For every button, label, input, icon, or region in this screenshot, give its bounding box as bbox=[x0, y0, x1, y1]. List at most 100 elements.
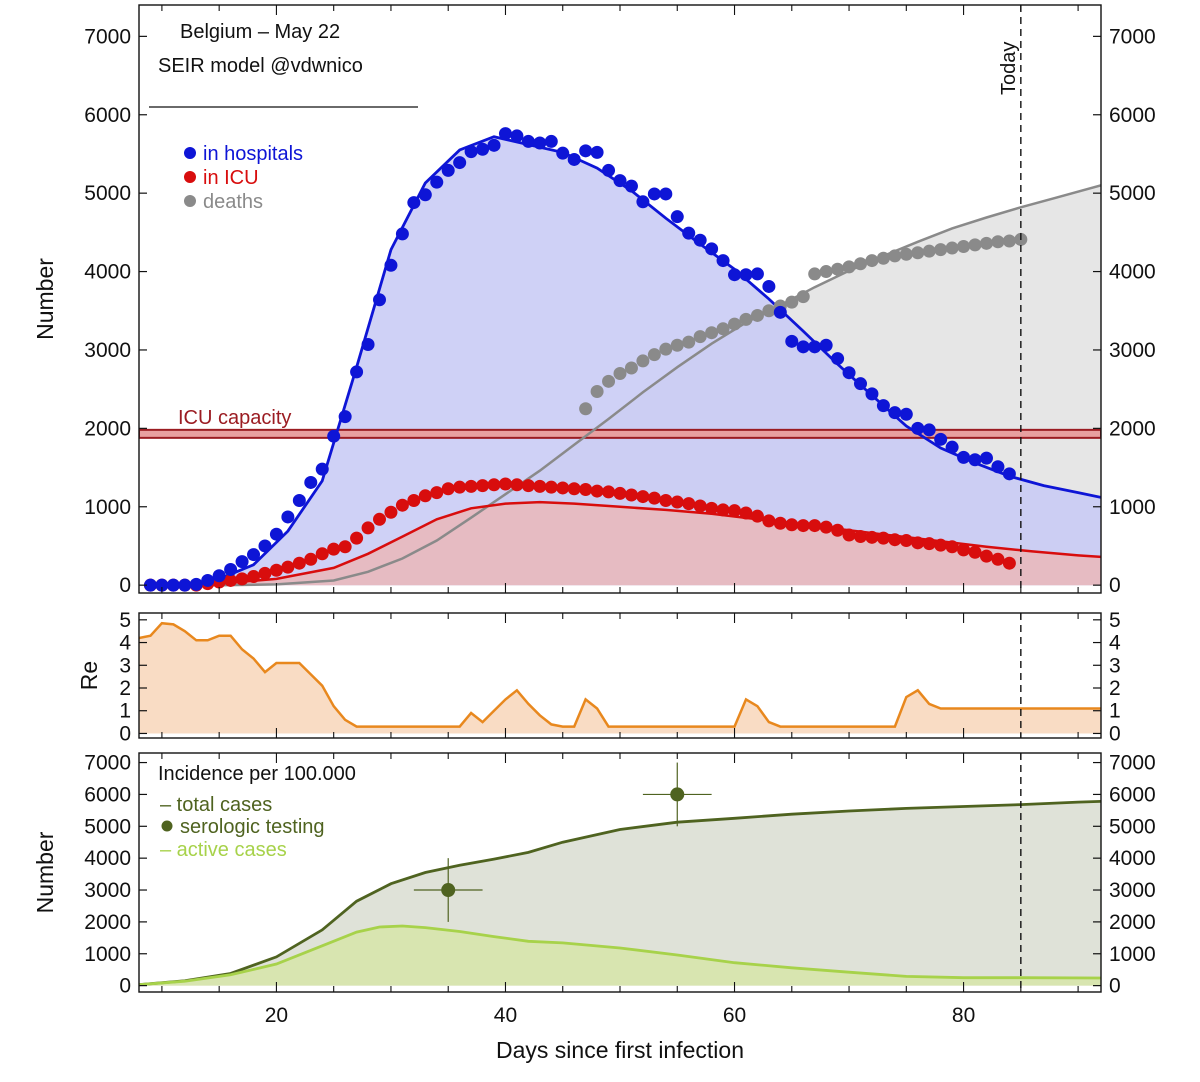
deaths-point bbox=[911, 246, 925, 260]
active-cases-line bbox=[139, 924, 1101, 987]
xtick-label: 20 bbox=[265, 1004, 288, 1027]
deaths-point bbox=[624, 361, 638, 375]
deaths-point bbox=[602, 374, 616, 388]
icu-point bbox=[876, 531, 890, 545]
deaths-point bbox=[670, 338, 684, 352]
hospitals-point bbox=[831, 352, 845, 366]
deaths-point bbox=[636, 354, 650, 368]
bot-ytick-label-right: 0 bbox=[1109, 975, 1121, 998]
icu-point bbox=[464, 479, 478, 493]
chart-title-line-2: SEIR model @vdwnico bbox=[158, 55, 363, 77]
hospitals-point bbox=[979, 451, 993, 465]
hospitals-point bbox=[693, 233, 707, 247]
icu-point bbox=[544, 480, 558, 494]
hospitals-point bbox=[533, 136, 547, 150]
hospitals-point bbox=[143, 578, 157, 592]
bot-ytick-label-left: 7000 bbox=[84, 752, 131, 775]
hospitals-point bbox=[373, 293, 386, 307]
top-ytick-label-left: 2000 bbox=[84, 417, 131, 440]
hospitals-point bbox=[579, 144, 593, 158]
hospitals-point bbox=[464, 145, 478, 159]
icu-point bbox=[854, 530, 867, 544]
deaths-point bbox=[785, 295, 799, 309]
icu-point bbox=[636, 490, 650, 504]
legend-serologic-marker bbox=[161, 820, 173, 832]
bot-ytick-label-right: 7000 bbox=[1109, 752, 1156, 775]
deaths-point bbox=[968, 238, 982, 252]
icu-point bbox=[808, 519, 822, 533]
icu-point bbox=[407, 493, 421, 507]
icu-point bbox=[705, 501, 719, 515]
icu-point bbox=[533, 479, 547, 493]
hospitals-point bbox=[235, 555, 249, 569]
hospitals-point bbox=[247, 548, 261, 562]
icu-point bbox=[670, 495, 684, 509]
icu-point bbox=[613, 486, 627, 500]
hospitals-point bbox=[808, 340, 822, 354]
xtick-label: 60 bbox=[723, 1004, 746, 1027]
icu-point bbox=[292, 556, 306, 570]
hospitals-point bbox=[899, 407, 913, 421]
mid-ytick-label-left: 3 bbox=[119, 654, 131, 677]
icu-point bbox=[224, 573, 238, 587]
deaths-point bbox=[716, 322, 730, 336]
top-ytick-label-left: 3000 bbox=[84, 339, 131, 362]
top-ytick-label-left: 6000 bbox=[84, 104, 131, 127]
serologic-point bbox=[441, 883, 456, 898]
hospitals-point bbox=[865, 387, 879, 401]
hospitals-point bbox=[338, 410, 352, 424]
top-ytick-label-right: 0 bbox=[1109, 574, 1121, 597]
deaths-point bbox=[579, 402, 593, 416]
deaths-point bbox=[705, 326, 719, 340]
deaths-point bbox=[922, 244, 936, 258]
mid-ytick-label-left: 2 bbox=[119, 677, 131, 700]
deaths-point bbox=[831, 262, 845, 276]
icu-point bbox=[338, 540, 352, 554]
deaths-point bbox=[647, 348, 661, 362]
xtick-label: 40 bbox=[494, 1004, 517, 1027]
hospitals-point bbox=[327, 429, 341, 443]
icu-point bbox=[785, 518, 799, 532]
legend-label: deaths bbox=[203, 191, 263, 213]
bot-ytick-label-left: 5000 bbox=[84, 815, 131, 838]
deaths-point bbox=[854, 257, 867, 271]
icu-point bbox=[579, 483, 593, 497]
hospitals-point bbox=[418, 188, 432, 202]
deaths-point bbox=[957, 239, 971, 253]
icu-point bbox=[957, 543, 971, 557]
bot-ylabel: Number bbox=[32, 831, 58, 913]
deaths-model-line bbox=[150, 184, 1101, 587]
xtick-label: 80 bbox=[952, 1004, 975, 1027]
deaths-point bbox=[762, 304, 776, 318]
hospitals-point bbox=[292, 493, 306, 507]
icu-point bbox=[716, 503, 730, 517]
legend-marker bbox=[184, 195, 196, 207]
top-ytick-label-right: 7000 bbox=[1109, 25, 1156, 48]
top-plot-area bbox=[139, 127, 1101, 592]
re-fill bbox=[139, 623, 1101, 734]
icu-point bbox=[911, 536, 925, 550]
icu-point bbox=[934, 538, 948, 552]
icu-point bbox=[498, 477, 512, 491]
deaths-point bbox=[808, 267, 822, 281]
deaths-point bbox=[693, 330, 707, 344]
icu-point bbox=[235, 572, 249, 586]
deaths-point bbox=[819, 265, 833, 279]
deaths-point bbox=[979, 236, 993, 250]
bot-ytick-label-left: 1000 bbox=[84, 943, 131, 966]
hospitals-point bbox=[269, 527, 283, 541]
icu-point bbox=[842, 528, 856, 542]
mid-ytick-label-right: 1 bbox=[1109, 700, 1121, 723]
icu-capacity-band bbox=[139, 428, 1101, 439]
hospitals-point bbox=[750, 267, 764, 281]
icu-point bbox=[899, 533, 913, 547]
legend-active-cases: – active cases bbox=[160, 839, 287, 861]
hospitals-point bbox=[498, 127, 512, 141]
hospitals-point bbox=[178, 578, 192, 592]
icu-point bbox=[441, 482, 455, 496]
hospitals-point bbox=[705, 242, 719, 256]
mid-ytick-label-left: 0 bbox=[119, 722, 131, 745]
icu-point bbox=[922, 537, 936, 551]
icu-point bbox=[979, 549, 993, 563]
